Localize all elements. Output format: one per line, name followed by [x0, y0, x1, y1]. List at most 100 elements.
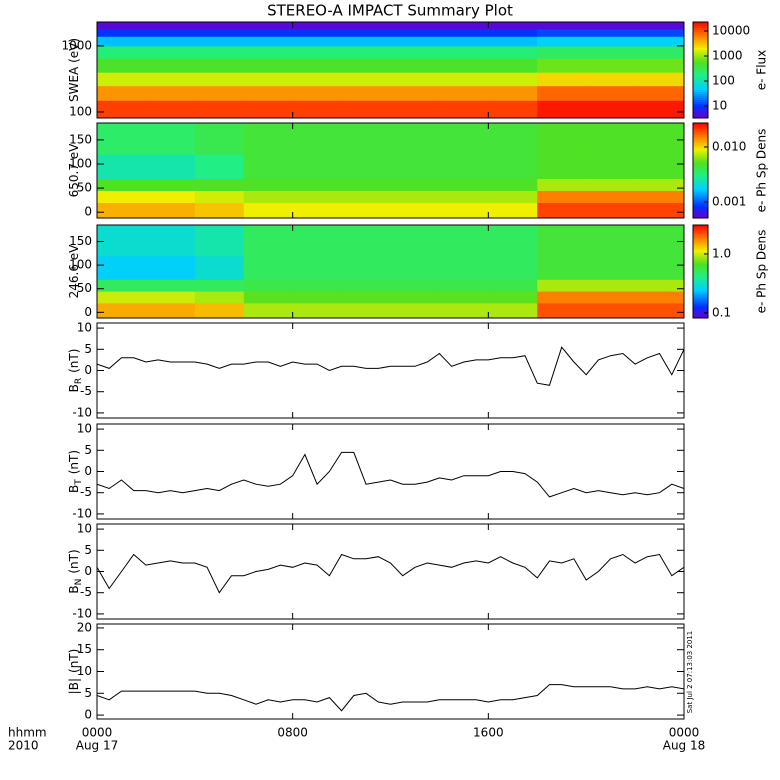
- heatmap-cell: [390, 123, 440, 155]
- heatmap-cell: [243, 85, 294, 101]
- x-tick-label: 1600: [473, 726, 504, 740]
- colorbar-segment: [693, 314, 708, 317]
- y-tick-label: 5: [84, 686, 92, 700]
- heatmap-cell: [439, 29, 489, 37]
- heatmap-cell: [145, 225, 196, 257]
- colorbar-segment: [693, 204, 708, 207]
- data-line: [97, 553, 684, 594]
- colorbar-segment: [693, 248, 708, 251]
- plot-frame: [96, 122, 685, 219]
- colorbar-segment: [693, 230, 708, 234]
- heatmap-cell: [635, 22, 684, 30]
- heatmap-cell: [341, 202, 391, 218]
- heatmap-cell: [194, 178, 245, 192]
- colorbar-segment: [693, 202, 708, 205]
- colorbar-segment: [693, 294, 708, 298]
- colorbar-segment: [693, 281, 708, 284]
- colorbar-segment: [693, 162, 708, 166]
- heatmap-cell: [194, 225, 245, 257]
- colorbar-segment: [693, 310, 708, 313]
- heatmap-cell: [341, 58, 391, 73]
- heatmap-cell: [537, 29, 587, 37]
- colorbar-segment: [693, 267, 708, 271]
- colorbar-segment: [693, 257, 708, 261]
- y-label-main: 650.7 eV: [67, 143, 81, 198]
- colorbar-segment: [693, 298, 708, 302]
- x-tick-label: 0000: [669, 726, 700, 740]
- heatmap-cell: [145, 85, 196, 101]
- colorbar-segment: [693, 56, 708, 59]
- colorbar-segment: [693, 74, 708, 77]
- colorbar-segment: [693, 46, 708, 49]
- heatmap-cell: [243, 29, 294, 37]
- heatmap-cell: [97, 255, 147, 280]
- heatmap-cell: [439, 45, 489, 59]
- heatmap-cell: [292, 100, 343, 118]
- colorbar-tick-label: 10: [712, 98, 727, 112]
- colorbar-segment: [693, 252, 708, 255]
- x-tick-label: 0800: [277, 726, 308, 740]
- heatmap-cell: [537, 100, 587, 118]
- heatmap-cell: [97, 302, 147, 318]
- heatmap-cell: [439, 58, 489, 73]
- heatmap-cell: [194, 302, 245, 318]
- heatmap-cell: [586, 302, 636, 318]
- y-tick-label: 15: [77, 642, 92, 656]
- y-label-main: 246.6 eV: [67, 244, 81, 299]
- heatmap-cell: [341, 154, 391, 179]
- heatmap-cell: [194, 255, 245, 280]
- colorbar-segment: [693, 30, 708, 33]
- heatmap-cell: [439, 154, 489, 179]
- panel: -10 -5 0 5 10 BR (nT): [67, 321, 685, 419]
- heatmap-cell: [341, 45, 391, 59]
- colorbar-segment: [693, 212, 708, 215]
- colorbar-segment: [693, 136, 708, 140]
- heatmap-cell: [537, 58, 587, 73]
- y-tick-label: 100: [69, 104, 92, 118]
- y-label-sub: R: [74, 378, 84, 384]
- colorbar-segment: [693, 200, 708, 203]
- y-tick-label: -5: [80, 585, 92, 599]
- heatmap-cell: [145, 291, 196, 304]
- colorbar-segment: [693, 138, 708, 142]
- heatmap-cell: [194, 279, 245, 292]
- colorbar-segment: [693, 259, 708, 263]
- colorbar-segment: [693, 168, 708, 171]
- heatmap-cell: [292, 36, 343, 47]
- colorbar-segment: [693, 82, 708, 85]
- colorbar-segment: [693, 166, 708, 170]
- heatmap-cell: [243, 58, 294, 73]
- heatmap-cell: [341, 85, 391, 101]
- heatmap-cell: [341, 123, 391, 155]
- colorbar-tick-label: 0.001: [712, 194, 746, 208]
- heatmap-cell: [243, 100, 294, 118]
- colorbar-segment: [693, 216, 708, 219]
- colorbar-segment: [693, 225, 708, 228]
- y-label-main: SWEA (eV): [67, 38, 81, 102]
- colorbar-segment: [693, 150, 708, 154]
- colorbar-segment: [693, 228, 708, 232]
- heatmap-cell: [390, 291, 440, 304]
- heatmap-cell: [194, 123, 245, 155]
- page-title: STEREO-A IMPACT Summary Plot: [267, 2, 513, 20]
- heatmap-cell: [488, 225, 538, 257]
- heatmap-cell: [537, 154, 587, 179]
- heatmap-cell: [292, 85, 343, 101]
- panel: -10 -5 0 5 10 BT (nT): [67, 422, 685, 520]
- colorbar-segment: [693, 304, 708, 307]
- heatmap-cell: [97, 291, 147, 304]
- colorbar-segment: [693, 316, 708, 319]
- colorbar-segment: [693, 277, 708, 280]
- data-line: [97, 346, 684, 386]
- heatmap-cell: [488, 45, 538, 59]
- heatmap-cell: [390, 154, 440, 179]
- y-label-main: B: [67, 585, 81, 593]
- colorbar-segment: [693, 132, 708, 136]
- heatmap-cell: [97, 279, 147, 292]
- colorbar-segment: [693, 78, 708, 81]
- heatmap-cell: [586, 100, 636, 118]
- colorbar-label: e- Ph Sp Dens: [755, 129, 769, 213]
- heatmap-cell: [390, 36, 440, 47]
- heatmap-cell: [635, 255, 684, 280]
- heatmap-cell: [488, 279, 538, 292]
